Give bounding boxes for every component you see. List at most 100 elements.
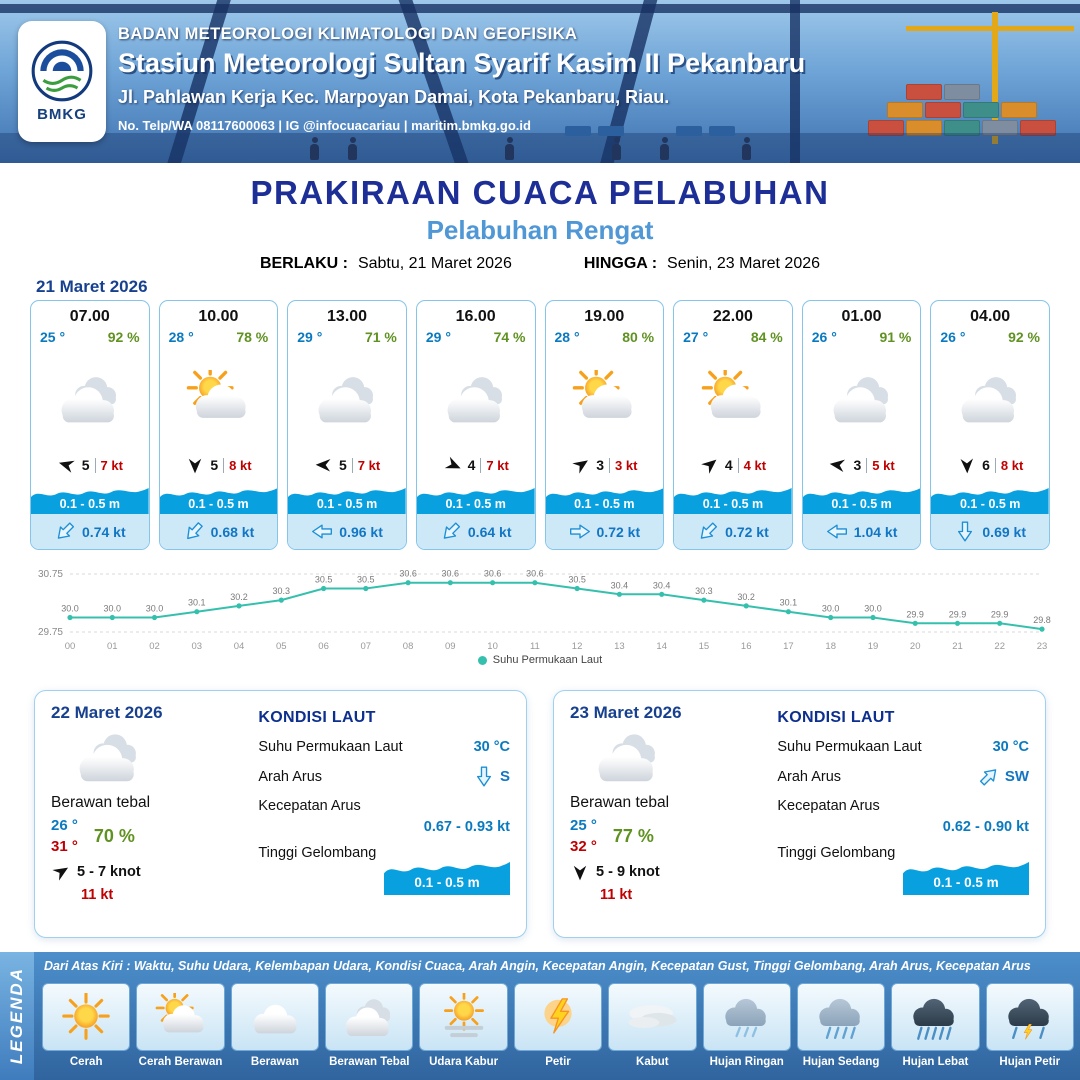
forecast-date: 23 Maret 2026 <box>570 703 682 722</box>
current-direction-arrow <box>311 522 333 541</box>
wind-speed: 5 <box>338 457 347 473</box>
legend-item-icon <box>985 983 1074 1051</box>
humidity: 70 % <box>93 825 135 846</box>
wind-direction-arrow <box>570 862 590 882</box>
wind-speed: 6 <box>982 457 990 473</box>
svg-text:30.6: 30.6 <box>399 569 417 579</box>
legend-item-4: Udara Kabur <box>419 983 508 1069</box>
current-direction: S <box>473 766 510 787</box>
svg-text:30.1: 30.1 <box>188 598 206 608</box>
legend-item-5: Petir <box>513 983 603 1069</box>
svg-text:23: 23 <box>1037 641 1048 652</box>
legend-item-icon <box>891 983 980 1051</box>
legend-item-icon <box>608 983 697 1051</box>
container-icon <box>868 120 904 136</box>
wind-direction-arrow <box>696 451 724 479</box>
seat-icon <box>565 126 591 136</box>
person-silhouette <box>742 137 751 160</box>
forecast-time: 22.00 <box>712 308 753 325</box>
daily-forecast-card-day2: 22 Maret 2026 Berawan tebal 26 ° 31 ° 70… <box>34 690 527 938</box>
legend-item-label: Hujan Petir <box>999 1056 1061 1068</box>
weather-condition-label: Berawan tebal <box>570 794 670 811</box>
svg-text:30.6: 30.6 <box>442 569 460 579</box>
svg-text:04: 04 <box>234 641 245 652</box>
person-silhouette <box>310 137 319 160</box>
legend-item-6: Kabut <box>608 983 697 1069</box>
container-icon <box>906 84 942 100</box>
legend-item-2: Berawan <box>230 983 320 1069</box>
svg-text:30.0: 30.0 <box>864 604 882 614</box>
wave-height-badge: 0.1 - 0.5 m <box>545 481 664 514</box>
svg-text:30.4: 30.4 <box>653 580 671 590</box>
station-name: Stasiun Meteorologi Sultan Syarif Kasim … <box>118 48 806 78</box>
container-icon <box>944 84 980 100</box>
legend-item-1: Cerah Berawan <box>136 983 225 1069</box>
legend-item-icon <box>136 983 225 1051</box>
svg-text:20: 20 <box>910 641 921 652</box>
divider <box>609 457 610 473</box>
org-name: BADAN METEOROLOGI KLIMATOLOGI DAN GEOFIS… <box>118 25 578 43</box>
forecast-date: 22 Maret 2026 <box>51 703 163 722</box>
weather-condition-icon <box>417 345 535 453</box>
air-temperature: 28 ° <box>554 329 580 345</box>
forecast-card-2: 13.00 29 ° 71 % 5 7 kt 0.1 - 0.5 m 0.96 … <box>287 300 407 550</box>
svg-text:13: 13 <box>614 641 625 652</box>
temp-humidity-row: 26 ° 91 % <box>803 326 921 345</box>
title-section: PRAKIRAAN CUACA PELABUHAN Pelabuhan Reng… <box>0 163 1080 273</box>
weather-condition-icon <box>160 345 278 453</box>
air-temperature: 29 ° <box>297 329 323 345</box>
gust-speed: 4 kt <box>743 457 767 473</box>
current-direction: SW <box>978 767 1029 786</box>
gust-speed: 5 kt <box>872 457 895 473</box>
svg-text:01: 01 <box>107 641 118 652</box>
legend-item-icon <box>42 983 131 1051</box>
divider <box>737 457 739 473</box>
wave-height-value: 0.1 - 0.5 m <box>414 875 480 890</box>
forecast-card-1: 10.00 28 ° 78 % 5 8 kt 0.1 - 0.5 m 0.68 … <box>158 300 279 550</box>
container-icon <box>1001 102 1037 118</box>
legend-item-icon <box>325 983 414 1051</box>
header-band <box>0 133 1080 163</box>
current-direction-arrow <box>956 521 975 543</box>
humidity: 77 % <box>612 825 654 846</box>
wave-shape <box>674 488 792 514</box>
forecast-time: 19.00 <box>584 308 625 325</box>
air-temperature: 28 ° <box>168 329 194 345</box>
current-direction-arrow <box>436 517 465 546</box>
current-speed: 0.72 kt <box>596 523 641 540</box>
wind-speed: 3 <box>853 457 862 473</box>
wind-row: 5 - 9 knot <box>570 862 767 882</box>
legend-items-row: Cerah Cerah Berawan Berawan Berawan Teba… <box>42 983 1074 1069</box>
current-direction-label: Arah Arus <box>258 768 323 785</box>
weather-condition-label: Berawan tebal <box>51 794 151 811</box>
current-direction-arrow <box>826 522 848 541</box>
svg-text:12: 12 <box>572 641 583 652</box>
wave-height-badge: 0.1 - 0.5 m <box>416 481 535 514</box>
svg-text:07: 07 <box>361 641 372 652</box>
legend-item-label: Kabut <box>636 1056 669 1068</box>
svg-text:18: 18 <box>825 641 836 652</box>
divider <box>223 457 225 473</box>
forecast-card-0: 07.00 25 ° 92 % 5 7 kt 0.1 - 0.5 m 0.74 … <box>30 300 150 550</box>
svg-text:16: 16 <box>741 641 752 652</box>
current-speed: 0.68 kt <box>210 523 255 540</box>
current-speed: 0.69 kt <box>982 523 1026 540</box>
svg-text:29.9: 29.9 <box>949 609 967 619</box>
forecast-time: 13.00 <box>327 308 368 325</box>
wave-shape <box>31 488 149 514</box>
valid-from-value: Sabtu, 21 Maret 2026 <box>357 255 512 272</box>
wave-height-value: 0.1 - 0.5 m <box>59 497 121 511</box>
temperature-min: 26 ° <box>51 817 78 834</box>
svg-text:05: 05 <box>276 641 287 652</box>
person-silhouette <box>348 137 357 160</box>
page-title: PRAKIRAAN CUACA PELABUHAN <box>250 174 830 211</box>
temperature-min: 25 ° <box>570 817 597 834</box>
current-speed: 0.64 kt <box>467 523 512 540</box>
svg-text:02: 02 <box>149 641 160 652</box>
air-temperature: 25 ° <box>40 329 66 345</box>
forecast-time: 07.00 <box>69 308 110 325</box>
temp-humidity-row: 27 ° 84 % <box>674 326 792 345</box>
svg-text:08: 08 <box>403 641 414 652</box>
temperature-max: 32 ° <box>570 838 597 855</box>
wave-shape <box>903 861 1029 895</box>
